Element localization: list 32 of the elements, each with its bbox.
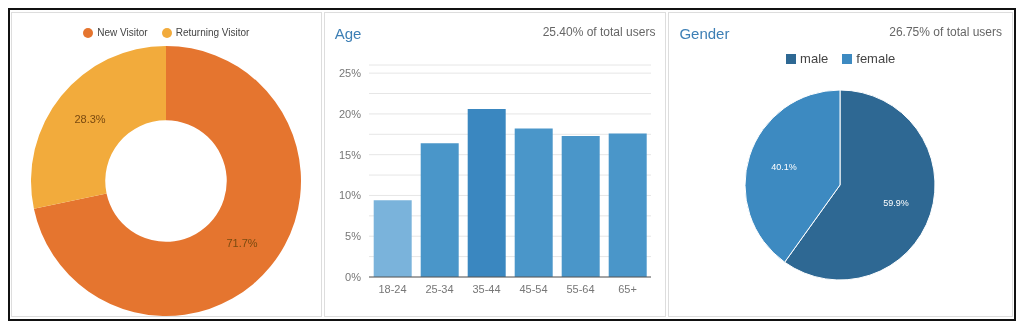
bar: [373, 200, 412, 277]
y-tick-label: 0%: [344, 270, 361, 283]
x-tick-label: 35-44: [472, 282, 501, 295]
y-tick-label: 15%: [338, 148, 361, 161]
y-tick-label: 20%: [338, 107, 361, 120]
bar: [467, 109, 506, 277]
chart-subtitle: 26.75% of total users: [889, 25, 1002, 41]
data-label: 28.3%: [74, 113, 106, 126]
x-tick-label: 18-24: [378, 282, 407, 295]
chart-title: Age: [334, 25, 362, 44]
data-label: 59.9%: [883, 198, 910, 209]
x-tick-label: 55-64: [566, 282, 595, 295]
y-tick-label: 25%: [338, 67, 361, 80]
legend-label: male: [799, 51, 829, 66]
data-label: 40.1%: [771, 161, 798, 172]
bar: [514, 128, 553, 277]
y-tick-label: 10%: [338, 189, 361, 202]
bar: [561, 135, 600, 277]
x-tick-label: 45-54: [519, 282, 548, 295]
chart-title: Gender: [679, 25, 730, 44]
legend-label: Returning Visitor: [174, 27, 250, 38]
y-tick-label: 5%: [344, 230, 361, 243]
chart-subtitle: 25.40% of total users: [542, 25, 656, 41]
legend-label: New Visitor: [96, 27, 148, 38]
x-tick-label: 65+: [617, 282, 637, 295]
donut-slice: [31, 46, 166, 209]
bar: [608, 133, 647, 277]
data-label: 71.7%: [226, 236, 258, 249]
x-tick-label: 25-34: [425, 282, 454, 295]
legend-label: female: [855, 51, 896, 66]
bar: [420, 143, 459, 277]
donut-slice: [33, 46, 301, 316]
